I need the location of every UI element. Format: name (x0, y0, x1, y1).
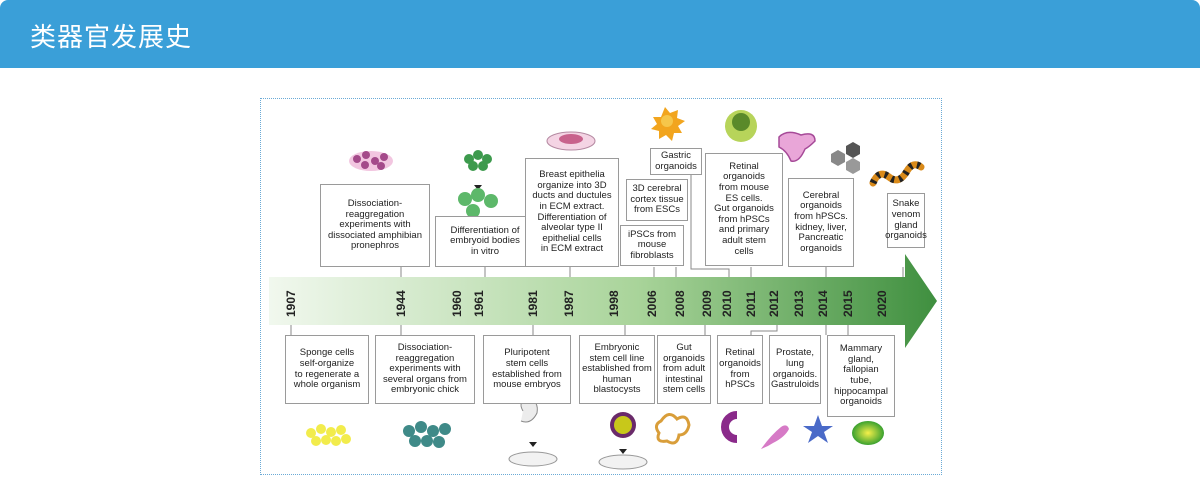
bottom-event-box: Pluripotent stem cells established from … (483, 335, 571, 404)
year-label: 2008 (673, 290, 687, 317)
page-header: 类器官发展史 (0, 0, 1200, 68)
year-label: 2009 (700, 290, 714, 317)
embryoid-bodies-icon (458, 150, 498, 218)
retinal-organoid-icon (725, 110, 757, 142)
year-label: 1981 (526, 290, 540, 317)
prostate-lung-icon (761, 425, 789, 449)
year-label: 1944 (394, 290, 408, 317)
year-label: 2020 (875, 290, 889, 317)
bottom-event-box: Sponge cells self-organize to regenerate… (285, 335, 369, 404)
mouse-embryo-icon (508, 398, 558, 467)
bottom-event-box: Mammary gland, fallopian tube, hippocamp… (827, 335, 895, 417)
top-event-box: Dissociation- reaggregation experiments … (320, 184, 430, 267)
top-event-box: 3D cerebral cortex tissue from ESCs (626, 179, 688, 221)
year-label: 1960 (450, 290, 464, 317)
retinal-cup-icon (721, 411, 738, 443)
gut-organoid-icon (654, 413, 691, 445)
top-event-box: Cerebral organoids from hPSCs. kidney, l… (788, 178, 854, 267)
timeline-figure: 1907 1944 1960 1961 1981 1987 1998 2006 2008 2009… (260, 98, 942, 475)
bottom-event-box: Dissociation- reaggregation experiments … (375, 335, 475, 404)
bottom-event-box: Retinal organoids from hPSCs (717, 335, 763, 404)
gastric-organoid-icon (651, 107, 685, 141)
amphibian-cells-icon (349, 151, 393, 171)
year-label: 1907 (284, 290, 298, 317)
blastocyst-icon (598, 412, 648, 470)
breast-dish-icon (546, 131, 596, 151)
top-event-box: Snake venom gland organoids (885, 193, 927, 248)
year-label: 2011 (744, 290, 758, 317)
top-event-box: Differentiation of embryoid bodies in vi… (435, 216, 535, 267)
year-label: 2012 (767, 290, 781, 317)
chick-cells-icon (403, 421, 451, 448)
bottom-event-box: Gut organoids from adult intestinal stem… (657, 335, 711, 404)
bottom-event-box: Embryonic stem cell line established fro… (579, 335, 655, 404)
top-event-box: Breast epithelia organize into 3D ducts … (525, 158, 619, 267)
year-label: 1998 (607, 290, 621, 317)
year-label: 1961 (472, 290, 486, 317)
timeline-artwork (269, 107, 937, 470)
snake-icon (869, 161, 925, 187)
mammary-organoid-icon (852, 421, 884, 445)
top-event-box: Gastric organoids (650, 148, 702, 175)
year-label: 2006 (645, 290, 659, 317)
year-label: 1987 (562, 290, 576, 317)
sponge-cells-icon (306, 424, 351, 446)
page-title: 类器官发展史 (30, 23, 193, 53)
cerebral-organoid-icon (778, 131, 816, 162)
timeline-arrow (269, 254, 937, 348)
year-label: 2015 (841, 290, 855, 317)
year-label: 2014 (816, 290, 830, 317)
top-event-box: Retinal organoids from mouse ES cells. G… (705, 153, 783, 266)
bottom-event-box: Prostate, lung organoids. Gastruloids (769, 335, 821, 404)
top-event-box: iPSCs from mouse fibroblasts (620, 225, 684, 266)
year-label: 2013 (792, 290, 806, 317)
year-label: 2010 (720, 290, 734, 317)
gastruloid-star-icon (803, 415, 833, 443)
hexagon-cells-icon (831, 142, 860, 174)
